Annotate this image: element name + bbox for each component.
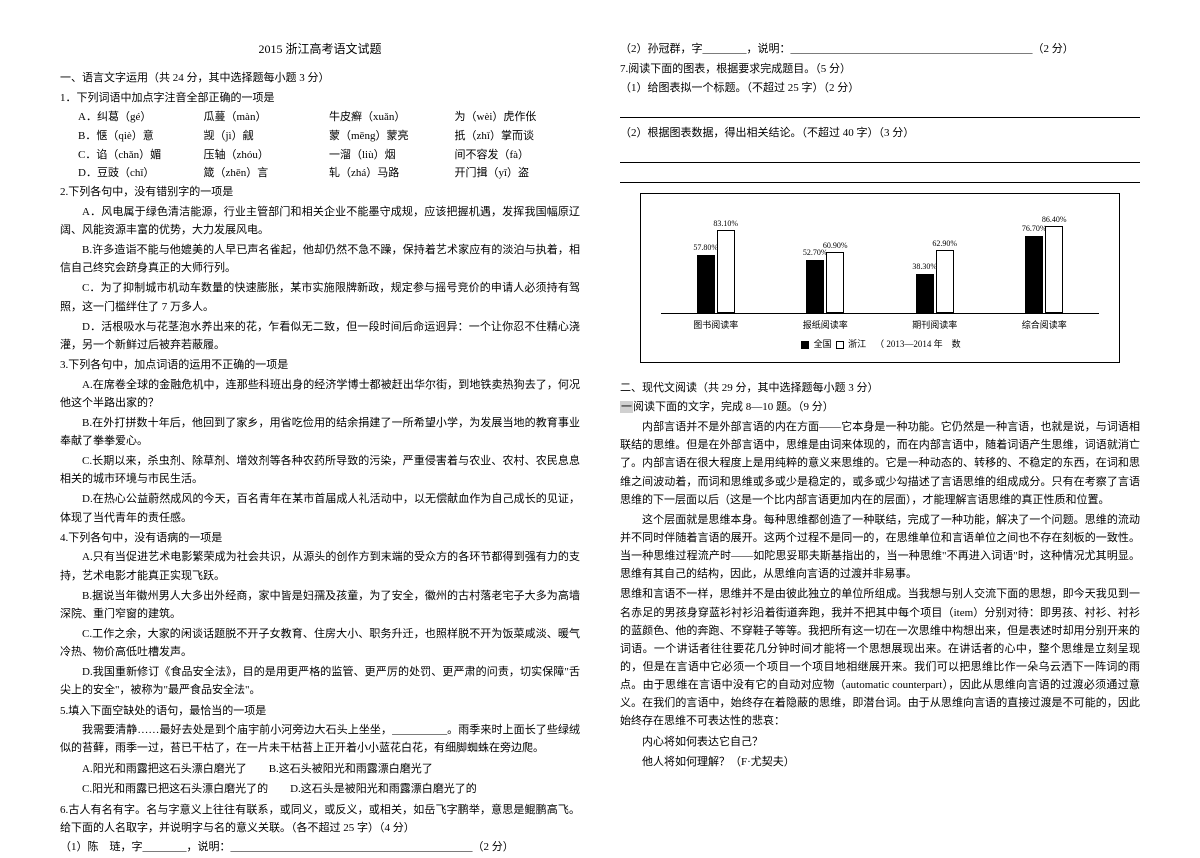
- legend-label-zhejiang: 浙江: [848, 339, 866, 349]
- chart-bar: 38.30%: [916, 274, 934, 312]
- reading-intro: 一阅读下面的文字，完成 8—10 题。（9 分）: [620, 398, 1140, 417]
- q4-opt-c: C.工作之余，大家的闲谈话题脱不开子女教育、住房大小、职务升迁，也照样脱不开为饭…: [60, 625, 580, 661]
- q3-opt-b: B.在外打拼数十年后，他回到了家乡，用省吃俭用的结余捐建了一所希望小学，为发展当…: [60, 414, 580, 450]
- x-axis-label: 报纸阅读率: [803, 318, 848, 331]
- reading-rate-chart: 57.80%83.10%52.70%60.90%38.30%62.90%76.7…: [640, 193, 1120, 363]
- q1-a-1: A．纠葛（gé）: [78, 108, 204, 127]
- question-3: 3.下列各句中，加点词语的运用不正确的一项是: [60, 356, 580, 375]
- q7-2-answer-lines: [620, 149, 1140, 183]
- q4-opt-b: B.据说当年徽州男人大多出外经商，家中皆是妇孺及孩童，为了安全，徽州的古村落老宅…: [60, 587, 580, 623]
- q5-opts-cd: C.阳光和雨露已把这石头漂白磨光了的 D.这石头是被阳光和雨露漂白磨光了的: [60, 780, 580, 799]
- reading-para-5: 他人将如何理解？（F·尤契夫）: [620, 753, 1140, 772]
- left-column: 2015 浙江高考语文试题 一、语言文字运用（共 24 分，其中选择题每小题 3…: [60, 40, 580, 858]
- question-4: 4.下列各句中，没有语病的一项是: [60, 529, 580, 548]
- q1-b-4: 扺（zhǐ）掌而谈: [455, 127, 581, 146]
- bar-group: 52.70%60.90%: [806, 252, 844, 313]
- q1-row-a: A．纠葛（gé） 瓜蔓（màn） 牛皮癣（xuǎn） 为（wèi）虎作伥: [60, 108, 580, 127]
- question-2: 2.下列各句中，没有错别字的一项是: [60, 183, 580, 202]
- x-axis-label: 综合阅读率: [1022, 318, 1067, 331]
- legend-label-national: 全国: [814, 339, 832, 349]
- q1-b-1: B．惬（qiè）意: [78, 127, 204, 146]
- section-2-heading: 二、现代文阅读（共 29 分，其中选择题每小题 3 分）: [620, 379, 1140, 398]
- chart-bars-area: 57.80%83.10%52.70%60.90%38.30%62.90%76.7…: [661, 204, 1099, 314]
- q1-row-d: D．豆豉（chǐ） 箴（zhēn）言 轧（zhá）马路 开门揖（yī）盗: [60, 164, 580, 183]
- q7-sub-1: （1）给图表拟一个标题。（不超过 25 字）（2 分）: [620, 79, 1140, 98]
- bar-group: 57.80%83.10%: [697, 230, 735, 313]
- question-1: 1．下列词语中加点字注音全部正确的一项是: [60, 89, 580, 108]
- bar-value-label: 83.10%: [713, 219, 738, 228]
- reading-para-3: 思维和言语不一样，思维并不是由彼此独立的单位所组成。当我想与别人交流下面的思想，…: [620, 585, 1140, 730]
- q1-c-4: 间不容发（fà）: [455, 146, 581, 165]
- chart-bar: 76.70%: [1025, 236, 1043, 313]
- q1-d-3: 轧（zhá）马路: [329, 164, 455, 183]
- reading-intro-text: 阅读下面的文字，完成 8—10 题。（9 分）: [633, 401, 834, 413]
- x-axis-label: 图书阅读率: [693, 318, 738, 331]
- blank-line: [620, 149, 1140, 163]
- q1-c-2: 压轴（zhóu）: [204, 146, 330, 165]
- bar-group: 38.30%62.90%: [916, 250, 954, 313]
- q5-body: 我需要清静……最好去处是到个庙宇前小河旁边大石头上坐坐，__________。雨…: [60, 721, 580, 757]
- chart-bar: 57.80%: [697, 255, 715, 313]
- reading-para-2: 这个层面就是思维本身。每种思维都创造了一种联结，完成了一种功能，解决了一个问题。…: [620, 511, 1140, 584]
- q4-opt-a: A.只有当促进艺术电影繁荣成为社会共识，从源头的创作方到末端的受众方的各环节都得…: [60, 548, 580, 584]
- q6-sub-1: （1）陈 琏，字________，说明：____________________…: [60, 838, 580, 857]
- chart-bar: 60.90%: [826, 252, 844, 313]
- right-column: （2）孙冠群，字________，说明：____________________…: [620, 40, 1140, 858]
- legend-swatch-zhejiang: [836, 341, 844, 349]
- legend-swatch-national: [801, 341, 809, 349]
- exam-title: 2015 浙江高考语文试题: [60, 40, 580, 57]
- q2-opt-b: B.许多造诣不能与他媲美的人早已声名雀起，他却仍然不急不躁，保持着艺术家应有的淡…: [60, 241, 580, 277]
- q6-sub-2: （2）孙冠群，字________，说明：____________________…: [620, 40, 1140, 59]
- exam-page: 2015 浙江高考语文试题 一、语言文字运用（共 24 分，其中选择题每小题 3…: [60, 40, 1140, 858]
- bar-value-label: 62.90%: [932, 239, 957, 248]
- bar-value-label: 57.80%: [693, 243, 718, 252]
- q4-opt-d: D.我国重新修订《食品安全法》，目的是用更严格的监管、更严厉的处罚、更严肃的问责…: [60, 663, 580, 699]
- q2-opt-c: C．为了抑制城市机动车数量的快速膨胀，某市实施限牌新政，规定参与摇号竞价的申请人…: [60, 279, 580, 315]
- q7-sub-2: （2）根据图表数据，得出相关结论。（不超过 40 字）（3 分）: [620, 124, 1140, 143]
- q1-c-1: C．谄（chǎn）媚: [78, 146, 204, 165]
- section-1-heading: 一、语言文字运用（共 24 分，其中选择题每小题 3 分）: [60, 69, 580, 88]
- question-7: 7.阅读下面的图表，根据要求完成题目。（5 分）: [620, 60, 1140, 79]
- bar-group: 76.70%86.40%: [1025, 226, 1063, 312]
- bar-value-label: 76.70%: [1022, 224, 1047, 233]
- q1-d-4: 开门揖（yī）盗: [455, 164, 581, 183]
- q1-row-c: C．谄（chǎn）媚 压轴（zhóu） 一溜（liù）烟 间不容发（fà）: [60, 146, 580, 165]
- q1-a-3: 牛皮癣（xuǎn）: [329, 108, 455, 127]
- q5-opts-ab: A.阳光和雨露把这石头漂白磨光了 B.这石头被阳光和雨露漂白磨光了: [60, 760, 580, 779]
- q1-c-3: 一溜（liù）烟: [329, 146, 455, 165]
- blank-line: [620, 169, 1140, 183]
- q1-b-3: 蒙（mēng）蒙亮: [329, 127, 455, 146]
- q1-row-b: B．惬（qiè）意 觊（jì）觎 蒙（mēng）蒙亮 扺（zhǐ）掌而谈: [60, 127, 580, 146]
- q1-d-1: D．豆豉（chǐ）: [78, 164, 204, 183]
- reading-intro-marker: 一: [620, 401, 633, 413]
- chart-bar: 86.40%: [1045, 226, 1063, 312]
- x-axis-label: 期刊阅读率: [912, 318, 957, 331]
- q7-1-answer-lines: [620, 104, 1140, 118]
- chart-bar: 83.10%: [717, 230, 735, 313]
- bar-value-label: 60.90%: [823, 241, 848, 250]
- chart-x-labels: 图书阅读率 报纸阅读率 期刊阅读率 综合阅读率: [661, 318, 1099, 331]
- q2-opt-a: A．风电属于绿色清洁能源，行业主管部门和相关企业不能墨守成规，应该把握机遇，发挥…: [60, 203, 580, 239]
- q2-opt-d: D．活根吸水与花茎泡水养出来的花，乍看似无二致，但一段时间后命运迥异：一个让你忍…: [60, 318, 580, 354]
- q1-a-2: 瓜蔓（màn）: [204, 108, 330, 127]
- q1-d-2: 箴（zhēn）言: [204, 164, 330, 183]
- question-5: 5.填入下面空缺处的语句，最恰当的一项是: [60, 702, 580, 721]
- q3-opt-c: C.长期以来，杀虫剂、除草剂、增效剂等各种农药所导致的污染，严重侵害着与农业、农…: [60, 452, 580, 488]
- reading-para-1: 内部言语并不是外部言语的内在方面——它本身是一种功能。它仍然是一种言语，也就是说…: [620, 418, 1140, 509]
- blank-line: [620, 104, 1140, 118]
- q3-opt-a: A.在席卷全球的金融危机中，连那些科班出身的经济学博士都被赶出华尔街，到地铁卖热…: [60, 376, 580, 412]
- q1-b-2: 觊（jì）觎: [204, 127, 330, 146]
- q3-opt-d: D.在热心公益蔚然成风的今天，百名青年在某市首届成人礼活动中，以无偿献血作为自己…: [60, 490, 580, 526]
- reading-para-4: 内心将如何表达它自己？: [620, 733, 1140, 752]
- bar-value-label: 38.30%: [912, 262, 937, 271]
- chart-legend: 全国 浙江 （ 2013—2014 年 数: [651, 337, 1109, 350]
- chart-footnote: （ 2013—2014 年 数: [875, 339, 961, 349]
- chart-bar: 62.90%: [936, 250, 954, 313]
- chart-bar: 52.70%: [806, 260, 824, 313]
- bar-value-label: 86.40%: [1042, 215, 1067, 224]
- question-6: 6.古人有名有字。名与字意义上往往有联系，或同义，或反义，或相关，如岳飞字鹏举，…: [60, 801, 580, 837]
- q1-a-4: 为（wèi）虎作伥: [455, 108, 581, 127]
